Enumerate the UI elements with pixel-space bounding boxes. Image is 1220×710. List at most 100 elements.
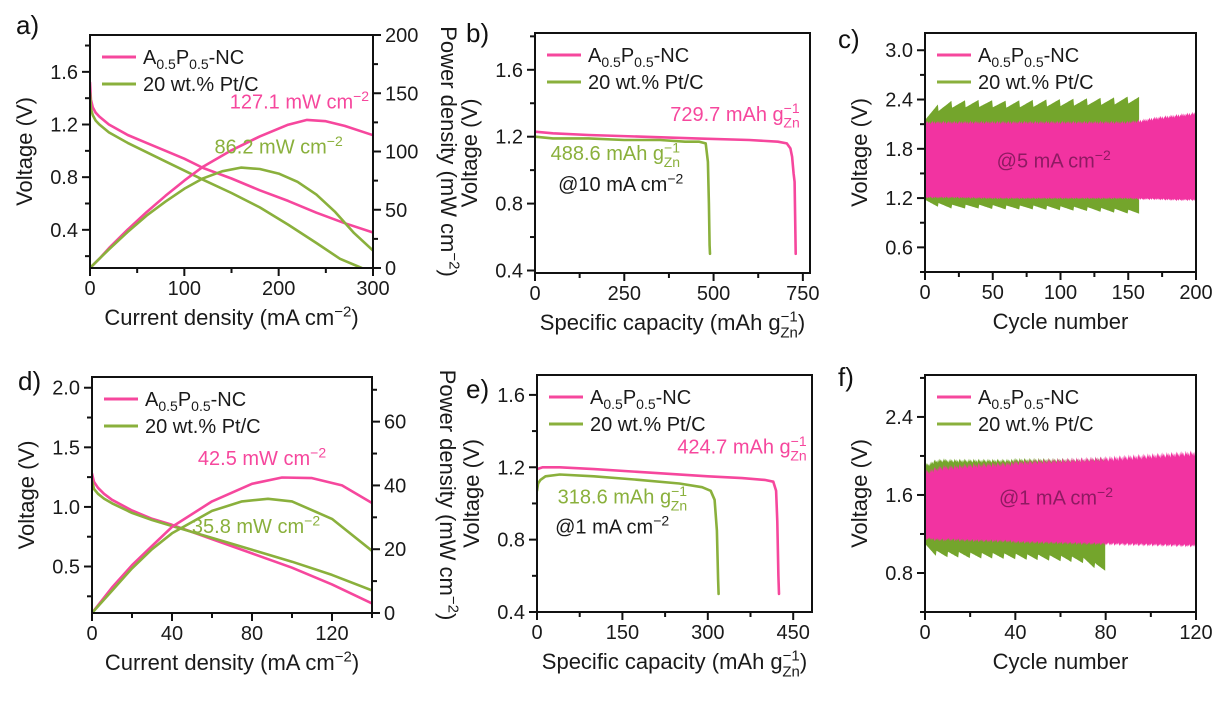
svg-text:200: 200 [1179, 282, 1212, 304]
svg-text:318.6 mAh g−1Zn: 318.6 mAh g−1 Zn [558, 483, 688, 513]
svg-text:A0.5P0.5-NC: A0.5P0.5-NC [978, 387, 1079, 412]
series-line [535, 130, 798, 256]
svg-text:0: 0 [384, 603, 395, 625]
svg-text:0.8: 0.8 [497, 530, 525, 552]
svg-text:Power density (mW cm−2): Power density (mW cm−2) [436, 26, 462, 277]
svg-text:0.5: 0.5 [52, 557, 80, 579]
svg-text:80: 80 [241, 623, 263, 645]
svg-text:A0.5P0.5-NC: A0.5P0.5-NC [143, 47, 244, 72]
svg-text:0.4: 0.4 [50, 220, 78, 242]
svg-text:40: 40 [384, 475, 406, 497]
svg-text:1.8: 1.8 [885, 139, 913, 161]
svg-text:Voltage (V): Voltage (V) [14, 441, 39, 550]
svg-text:20: 20 [384, 539, 406, 561]
panel-d-series [92, 472, 372, 613]
svg-text:0: 0 [919, 622, 930, 644]
series-line [535, 135, 712, 256]
svg-text:0.8: 0.8 [495, 194, 523, 216]
svg-text:150: 150 [385, 83, 418, 105]
svg-text:A0.5P0.5-NC: A0.5P0.5-NC [145, 389, 246, 414]
svg-text:1.6: 1.6 [50, 62, 78, 84]
svg-text:0: 0 [84, 278, 95, 300]
panel-e-series [537, 465, 781, 596]
svg-text:200: 200 [385, 25, 418, 47]
svg-text:0: 0 [919, 282, 930, 304]
svg-text:20 wt.% Pt/C: 20 wt.% Pt/C [590, 414, 706, 436]
svg-text:Power density (mW cm−2): Power density (mW cm−2) [435, 370, 461, 621]
svg-text:1.6: 1.6 [497, 385, 525, 407]
svg-text:80: 80 [1095, 622, 1117, 644]
svg-text:50: 50 [982, 282, 1004, 304]
svg-text:450: 450 [777, 622, 810, 644]
svg-text:127.1 mW cm−2: 127.1 mW cm−2 [230, 88, 370, 114]
svg-text:0.8: 0.8 [50, 167, 78, 189]
svg-text:250: 250 [608, 283, 641, 305]
svg-text:0.4: 0.4 [497, 602, 525, 624]
panel-f: 0 40 80 120 0.8 1.6 2.4 Cycle number Voltage (V)… [847, 374, 1213, 674]
panel-label-a: a) [16, 10, 40, 40]
svg-text:A0.5P0.5-NC: A0.5P0.5-NC [588, 45, 689, 70]
series-band [925, 450, 1196, 548]
svg-text:@1 mA cm−2: @1 mA cm−2 [999, 484, 1113, 510]
panel-c-series [925, 96, 1196, 214]
svg-text:Cycle number: Cycle number [993, 649, 1129, 674]
svg-text:120: 120 [315, 623, 348, 645]
svg-text:2.4: 2.4 [885, 90, 913, 112]
svg-text:200: 200 [262, 278, 295, 300]
svg-text:150: 150 [606, 622, 639, 644]
svg-text:120: 120 [1179, 622, 1212, 644]
panel-label-e: e) [466, 374, 490, 404]
svg-text:@5 mA cm−2: @5 mA cm−2 [997, 147, 1111, 173]
svg-text:42.5 mW cm−2: 42.5 mW cm−2 [198, 445, 326, 471]
svg-text:300: 300 [356, 278, 389, 300]
svg-text:Voltage (V): Voltage (V) [847, 98, 872, 207]
panel-a-series [90, 81, 373, 268]
svg-text:0.8: 0.8 [885, 563, 913, 585]
svg-text:2.4: 2.4 [885, 407, 913, 429]
svg-text:150: 150 [1112, 282, 1145, 304]
panel-f-series [925, 450, 1196, 571]
svg-text:488.6 mAh g−1Zn: 488.6 mAh g−1 Zn [551, 140, 681, 170]
panel-label-f: f) [838, 362, 854, 392]
svg-text:1.5: 1.5 [52, 437, 80, 459]
svg-text:0: 0 [529, 283, 540, 305]
series-line [537, 465, 781, 596]
svg-text:0.6: 0.6 [885, 237, 913, 259]
plot-box [91, 376, 373, 614]
svg-text:3.0: 3.0 [885, 40, 913, 62]
svg-text:1.2: 1.2 [495, 127, 523, 149]
svg-text:Current density (mA cm−2): Current density (mA cm−2) [105, 649, 359, 675]
panel-label-b: b) [466, 18, 490, 48]
panel-b-series [535, 130, 798, 256]
panel-c: 0 50 100 150 200 0.6 1.2 1.8 2.4 3.0 Cycle number V… [847, 32, 1213, 334]
svg-text:Voltage (V): Voltage (V) [847, 439, 872, 548]
svg-text:Specific capacity (mAh g−1Zn): Specific capacity (mAh g−1 Zn) [540, 309, 805, 342]
svg-text:20 wt.% Pt/C: 20 wt.% Pt/C [143, 74, 259, 96]
plot-box [536, 374, 813, 613]
svg-text:86.2 mW cm−2: 86.2 mW cm−2 [215, 133, 343, 159]
svg-text:100: 100 [1044, 282, 1077, 304]
svg-text:1.2: 1.2 [497, 457, 525, 479]
svg-text:0.4: 0.4 [495, 260, 523, 282]
panel-e: 0 150 300 450 0.4 0.8 1.2 1.6 Specific capacity … [459, 374, 813, 680]
svg-text:2.0: 2.0 [52, 378, 80, 400]
series-line [92, 497, 372, 613]
series-line [90, 166, 373, 268]
svg-text:0: 0 [86, 623, 97, 645]
svg-text:20 wt.% Pt/C: 20 wt.% Pt/C [145, 416, 261, 438]
series-band [925, 111, 1196, 202]
svg-text:40: 40 [161, 623, 183, 645]
svg-text:Voltage (V): Voltage (V) [459, 439, 484, 548]
svg-text:729.7 mAh g−1Zn: 729.7 mAh g−1 Zn [670, 100, 800, 130]
svg-text:20 wt.% Pt/C: 20 wt.% Pt/C [978, 72, 1094, 94]
svg-text:@10 mA cm−2: @10 mA cm−2 [558, 170, 683, 196]
svg-text:20 wt.% Pt/C: 20 wt.% Pt/C [588, 72, 704, 94]
svg-text:Voltage (V): Voltage (V) [12, 97, 37, 206]
svg-text:@1 mA cm−2: @1 mA cm−2 [555, 513, 669, 539]
series-line [92, 479, 372, 592]
svg-text:Current density (mA cm−2): Current density (mA cm−2) [104, 304, 358, 330]
panel-d: 0 40 80 120 0.5 1.0 1.5 2.0 0 20 40 60 Current densi… [14, 370, 461, 675]
svg-text:0: 0 [385, 258, 396, 280]
panel-a: 0 100 200 300 0.4 0.8 1.2 1.6 0 50 100 150 200 Curren… [12, 25, 462, 330]
